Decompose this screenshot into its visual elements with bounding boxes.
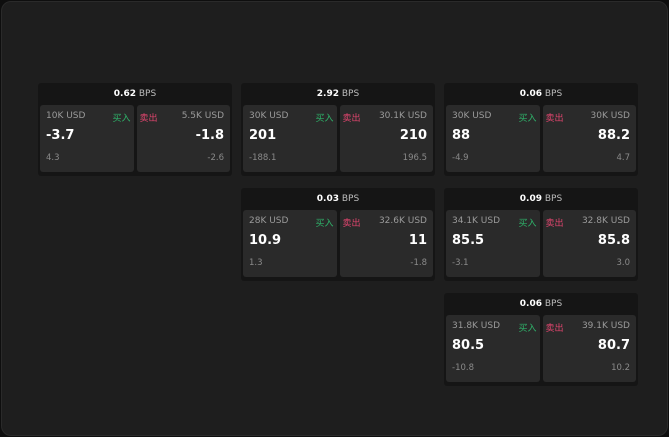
buy-label: 买入 xyxy=(315,219,334,229)
sell-size: 39.1K USD xyxy=(581,321,630,331)
buy-size: 10K USD xyxy=(46,111,86,121)
buy-label: 买入 xyxy=(112,114,131,124)
sell-label: 卖出 xyxy=(545,219,564,229)
sell-price: 80.7 xyxy=(597,338,630,353)
buy-size: 28K USD xyxy=(249,216,289,226)
buy-price: 80.5 xyxy=(452,338,485,353)
buy-label: 买入 xyxy=(518,114,537,124)
sell-price: -1.8 xyxy=(195,128,224,143)
quote-card: 2.92 BPS 30K USD 买入 201 -188.1 卖出 30.1K … xyxy=(241,83,435,176)
spread-value: 0.06 xyxy=(519,299,542,309)
buy-change: -4.9 xyxy=(452,153,469,163)
sell-button[interactable]: 卖出 5.5K USD -1.8 -2.6 xyxy=(136,105,230,172)
spread-header: 0.03 BPS xyxy=(241,188,435,210)
spread-unit: BPS xyxy=(544,194,563,204)
spread-header: 0.06 BPS xyxy=(444,293,638,315)
sell-change: 4.7 xyxy=(616,153,630,163)
sell-button[interactable]: 卖出 30K USD 88.2 4.7 xyxy=(542,105,636,172)
sell-size: 32.8K USD xyxy=(581,216,630,226)
buy-price: 88 xyxy=(452,128,471,143)
spread-unit: BPS xyxy=(138,89,157,99)
sell-price: 88.2 xyxy=(597,128,630,143)
sell-label: 卖出 xyxy=(545,324,564,334)
buy-label: 买入 xyxy=(518,219,537,229)
buy-change: -10.8 xyxy=(452,363,474,373)
buy-price: -3.7 xyxy=(46,128,75,143)
buy-label: 买入 xyxy=(518,324,537,334)
sell-button[interactable]: 卖出 39.1K USD 80.7 10.2 xyxy=(542,315,636,382)
sell-label: 卖出 xyxy=(342,219,361,229)
spread-unit: BPS xyxy=(341,89,360,99)
sell-label: 卖出 xyxy=(139,114,158,124)
sell-size: 32.6K USD xyxy=(378,216,427,226)
spread-value: 0.06 xyxy=(519,89,542,99)
sell-price: 11 xyxy=(408,233,427,248)
quote-card: 0.62 BPS 10K USD 买入 -3.7 4.3 卖出 5.5K USD… xyxy=(38,83,232,176)
spread-value: 2.92 xyxy=(316,89,339,99)
spread-unit: BPS xyxy=(341,194,360,204)
buy-button[interactable]: 30K USD 买入 201 -188.1 xyxy=(243,105,337,172)
spread-header: 0.62 BPS xyxy=(38,83,232,105)
sell-price: 210 xyxy=(399,128,427,143)
spread-header: 2.92 BPS xyxy=(241,83,435,105)
sell-size: 30.1K USD xyxy=(378,111,427,121)
buy-price: 10.9 xyxy=(249,233,282,248)
spread-value: 0.03 xyxy=(316,194,339,204)
buy-button[interactable]: 10K USD 买入 -3.7 4.3 xyxy=(40,105,134,172)
spread-header: 0.09 BPS xyxy=(444,188,638,210)
sell-change: -2.6 xyxy=(207,153,224,163)
buy-change: 4.3 xyxy=(46,153,60,163)
buy-button[interactable]: 28K USD 买入 10.9 1.3 xyxy=(243,210,337,277)
buy-size: 34.1K USD xyxy=(452,216,501,226)
buy-change: -3.1 xyxy=(452,258,469,268)
buy-change: 1.3 xyxy=(249,258,263,268)
sell-label: 卖出 xyxy=(545,114,564,124)
sell-change: 10.2 xyxy=(611,363,630,373)
quote-card: 0.06 BPS 30K USD 买入 88 -4.9 卖出 30K USD 8… xyxy=(444,83,638,176)
buy-size: 30K USD xyxy=(452,111,492,121)
buy-button[interactable]: 34.1K USD 买入 85.5 -3.1 xyxy=(446,210,540,277)
spread-value: 0.62 xyxy=(113,89,136,99)
sell-price: 85.8 xyxy=(597,233,630,248)
sell-change: 3.0 xyxy=(616,258,630,268)
sell-size: 5.5K USD xyxy=(181,111,224,121)
sell-button[interactable]: 卖出 32.6K USD 11 -1.8 xyxy=(339,210,433,277)
buy-change: -188.1 xyxy=(249,153,277,163)
sell-button[interactable]: 卖出 32.8K USD 85.8 3.0 xyxy=(542,210,636,277)
quote-card: 0.09 BPS 34.1K USD 买入 85.5 -3.1 卖出 32.8K… xyxy=(444,188,638,281)
sell-change: -1.8 xyxy=(410,258,427,268)
sell-label: 卖出 xyxy=(342,114,361,124)
sell-button[interactable]: 卖出 30.1K USD 210 196.5 xyxy=(339,105,433,172)
spread-unit: BPS xyxy=(544,299,563,309)
buy-size: 30K USD xyxy=(249,111,289,121)
buy-button[interactable]: 31.8K USD 买入 80.5 -10.8 xyxy=(446,315,540,382)
spread-unit: BPS xyxy=(544,89,563,99)
quote-card: 0.03 BPS 28K USD 买入 10.9 1.3 卖出 32.6K US… xyxy=(241,188,435,281)
sell-size: 30K USD xyxy=(590,111,630,121)
buy-label: 买入 xyxy=(315,114,334,124)
sell-change: 196.5 xyxy=(402,153,427,163)
buy-price: 85.5 xyxy=(452,233,485,248)
quote-card: 0.06 BPS 31.8K USD 买入 80.5 -10.8 卖出 39.1… xyxy=(444,293,638,386)
buy-button[interactable]: 30K USD 买入 88 -4.9 xyxy=(446,105,540,172)
spread-header: 0.06 BPS xyxy=(444,83,638,105)
spread-value: 0.09 xyxy=(519,194,542,204)
buy-size: 31.8K USD xyxy=(452,321,501,331)
buy-price: 201 xyxy=(249,128,277,143)
